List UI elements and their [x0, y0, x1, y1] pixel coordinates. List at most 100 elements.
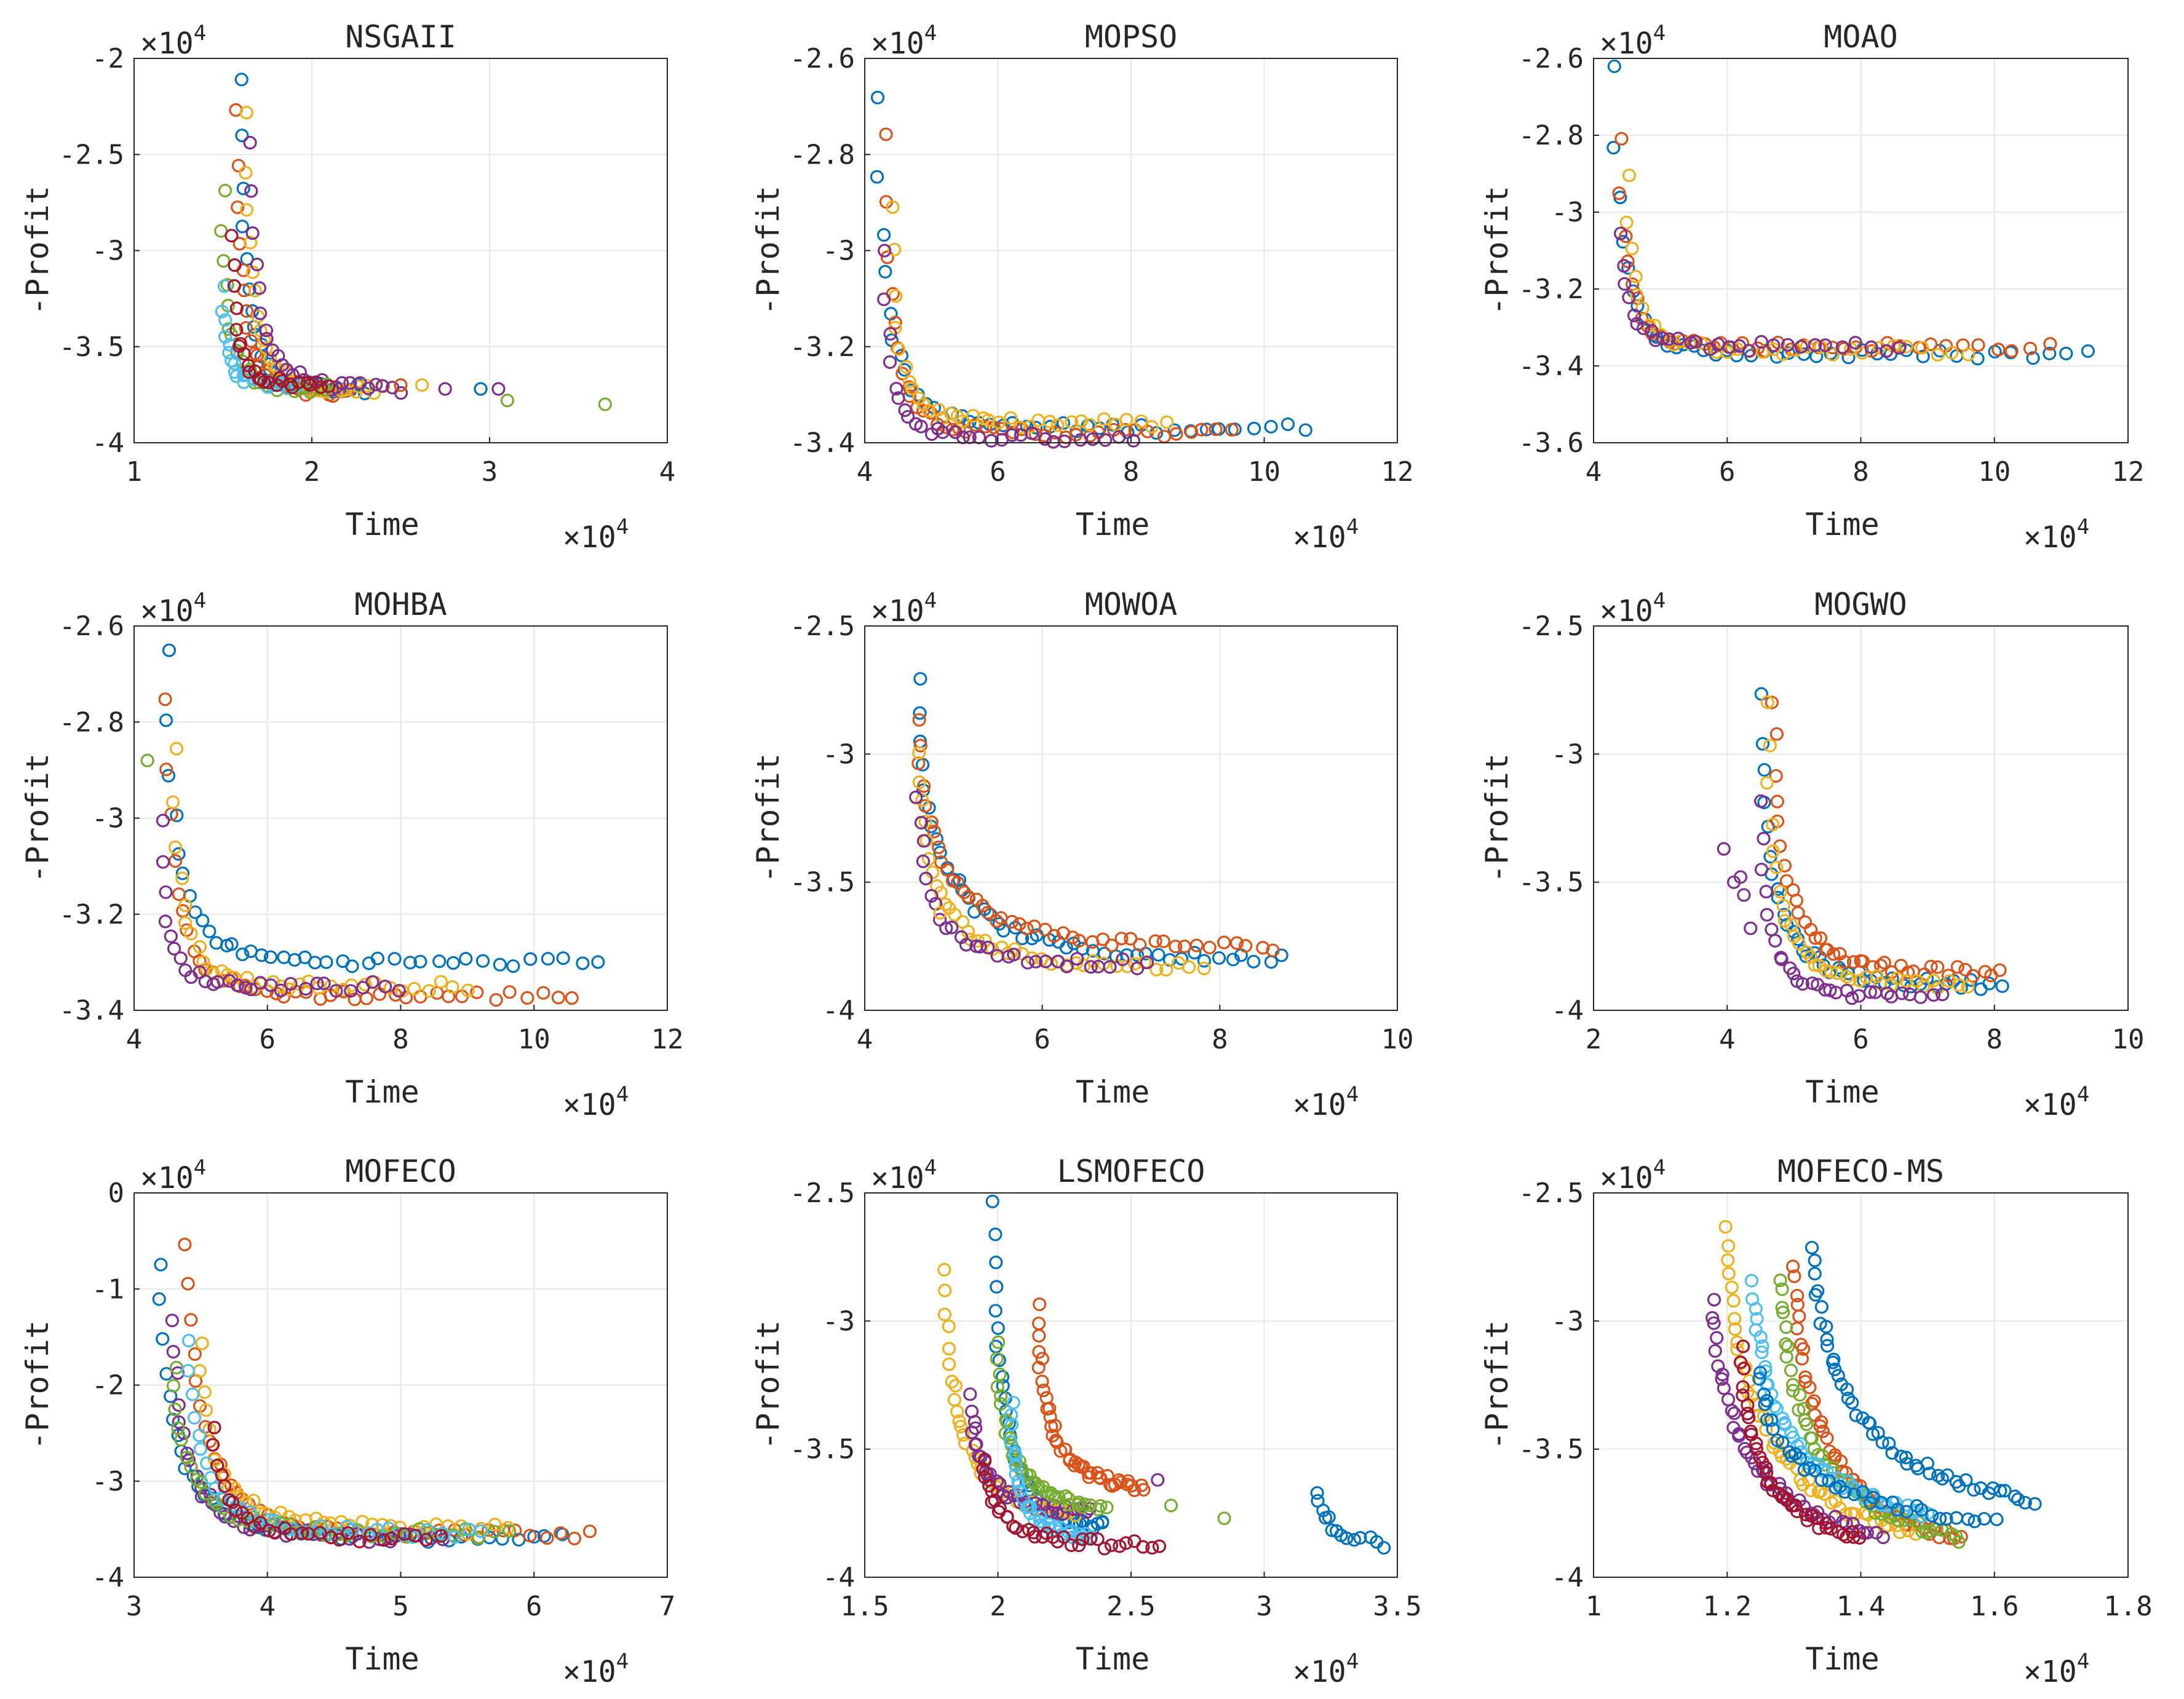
- data-point: [242, 365, 256, 379]
- data-point: [300, 376, 315, 390]
- data-point: [1715, 1368, 1729, 1382]
- data-point: [1852, 1531, 1867, 1545]
- grid-lines: [133, 1192, 668, 1578]
- data-point: [1084, 960, 1098, 974]
- data-point: [217, 279, 232, 293]
- x-tick-label: 10: [518, 1024, 550, 1055]
- data-point: [1764, 1413, 1779, 1427]
- data-point: [891, 341, 905, 355]
- data-point: [1848, 336, 1862, 350]
- data-point: [1895, 986, 1909, 1000]
- data-point: [488, 1518, 502, 1532]
- data-point: [161, 769, 176, 783]
- data-point: [1794, 339, 1808, 354]
- data-point: [924, 889, 939, 903]
- subplot-lsmofeco: 1.5 2 2.5 3 3.5 -4 -3.5 -3 -2.5 LSMOFECO Time -Prof…: [750, 1154, 1422, 1689]
- data-point: [194, 1489, 208, 1504]
- data-point: [1688, 335, 1703, 349]
- x-axis-multiplier: ×104: [2023, 1649, 2089, 1689]
- data-point: [1707, 1293, 1721, 1307]
- data-point: [240, 1511, 255, 1525]
- subplot-title: MOPSO: [1085, 19, 1178, 55]
- data-point: [1835, 340, 1849, 354]
- data-point: [1907, 1505, 1921, 1519]
- data-point: [1831, 1369, 1845, 1383]
- data-point: [236, 181, 250, 196]
- data-point: [1781, 338, 1795, 352]
- data-point: [170, 808, 184, 823]
- data-point: [1897, 1513, 1912, 1527]
- data-point: [1038, 432, 1052, 446]
- x-tick-label: 2: [1586, 1024, 1602, 1055]
- data-point: [1004, 411, 1018, 425]
- data-point: [1826, 1355, 1840, 1369]
- data-point: [916, 854, 931, 868]
- data-point: [158, 914, 173, 929]
- data-point: [313, 1526, 327, 1540]
- data-point: [1816, 1424, 1830, 1438]
- data-point: [156, 1332, 170, 1346]
- data-point: [1800, 1417, 1814, 1432]
- data-point: [988, 1304, 1003, 1318]
- data-point: [1961, 1512, 1976, 1526]
- data-point: [1754, 862, 1769, 877]
- data-point: [502, 985, 517, 999]
- grid-lines: [1593, 625, 2129, 1011]
- data-point: [1757, 762, 1771, 777]
- x-tick-label: 8: [1212, 1024, 1228, 1055]
- data-point: [1635, 301, 1650, 315]
- data-point: [1156, 934, 1170, 948]
- data-point: [1787, 925, 1801, 939]
- data-point: [274, 983, 288, 997]
- grid-lines: [1593, 1192, 2129, 1578]
- data-point: [1736, 1380, 1750, 1394]
- data-point: [1840, 1382, 1854, 1396]
- data-point: [990, 1280, 1004, 1294]
- data-point: [1717, 842, 1731, 856]
- data-point: [1770, 794, 1784, 809]
- data-point: [1622, 168, 1637, 183]
- data-point: [1033, 1510, 1047, 1524]
- data-point: [434, 1529, 448, 1543]
- data-points: [1706, 1220, 2042, 1549]
- data-point: [961, 890, 975, 904]
- data-point: [937, 1307, 952, 1321]
- data-point: [1151, 948, 1165, 962]
- data-point: [1607, 59, 1621, 73]
- data-point: [951, 876, 965, 890]
- data-point: [1062, 1497, 1076, 1511]
- data-point: [932, 840, 946, 855]
- data-point: [1050, 418, 1065, 432]
- data-point: [973, 940, 987, 954]
- data-point: [156, 855, 170, 869]
- data-point: [1950, 960, 1964, 974]
- data-point: [1849, 1408, 1863, 1422]
- data-point: [216, 254, 231, 268]
- data-point: [376, 1533, 391, 1547]
- data-point: [1925, 1508, 1939, 1523]
- data-point: [991, 1321, 1005, 1335]
- data-point: [1952, 978, 1966, 992]
- data-point: [1763, 1476, 1778, 1490]
- data-point: [1795, 1352, 1809, 1366]
- data-point: [1881, 1518, 1895, 1533]
- y-tick-label: -2.8: [790, 139, 855, 170]
- data-point: [1108, 418, 1122, 432]
- data-point: [1814, 1473, 1829, 1487]
- data-point: [193, 1442, 207, 1456]
- data-point: [1046, 1488, 1060, 1503]
- data-point: [1742, 1411, 1756, 1425]
- x-tick-label: 1.5: [840, 1591, 889, 1622]
- data-point: [1882, 1436, 1896, 1451]
- data-point: [1004, 1417, 1019, 1432]
- data-point: [1072, 933, 1086, 948]
- data-point: [1726, 1294, 1741, 1308]
- data-point: [1197, 961, 1211, 976]
- data-point: [500, 394, 515, 408]
- data-point: [1795, 976, 1810, 991]
- data-point: [1722, 340, 1736, 354]
- y-tick-label: -2.5: [59, 139, 124, 170]
- data-point: [913, 671, 927, 686]
- data-point: [1613, 226, 1628, 240]
- data-point: [883, 355, 897, 369]
